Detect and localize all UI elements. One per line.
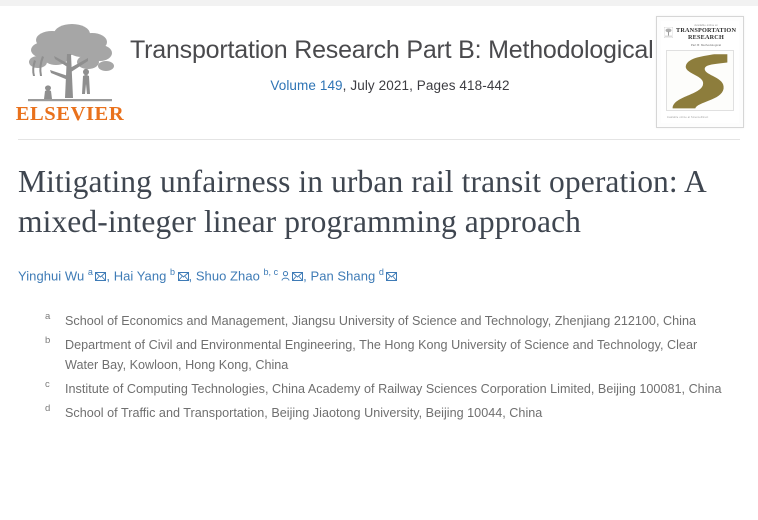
page-title: Mitigating unfairness in urban rail tran… xyxy=(18,164,706,239)
affiliation-text: School of Economics and Management, Jian… xyxy=(65,314,697,329)
author-name[interactable]: Hai Yang xyxy=(113,268,167,284)
cover-footline: Available online at ScienceDirect xyxy=(667,116,709,119)
author-affiliation-marker: b xyxy=(167,267,175,277)
person-icon[interactable] xyxy=(281,271,290,281)
cover-artwork xyxy=(666,50,734,111)
envelope-icon[interactable] xyxy=(292,272,304,282)
volume-link[interactable]: Volume 149 xyxy=(270,77,343,93)
affiliation-marker: d xyxy=(45,403,51,415)
journal-meta: Transportation Research Part B: Methodol… xyxy=(130,36,654,93)
affiliation-item: c Institute of Computing Technologies, Ch… xyxy=(45,379,740,399)
author-affiliation-marker: a xyxy=(85,267,93,277)
issue-date-pages: , July 2021, Pages 418-442 xyxy=(342,77,510,93)
author-separator: , xyxy=(106,268,114,284)
affiliation-text: Department of Civil and Environmental En… xyxy=(65,338,698,373)
journal-cover-thumbnail[interactable]: Available online at TRANSPORTATION RESEA… xyxy=(656,16,744,128)
journal-cover-inner: Available online at TRANSPORTATION RESEA… xyxy=(661,21,739,123)
elsevier-logo[interactable]: ELSEVIER xyxy=(14,16,126,128)
cover-name-line1: TRANSPORTATION xyxy=(676,27,736,35)
cover-microline-top: Available online at xyxy=(694,24,718,27)
cover-title-block: Available online at TRANSPORTATION RESEA… xyxy=(676,24,736,47)
elsevier-mark-icon xyxy=(664,27,673,38)
affiliation-list: a School of Economics and Management, Jia… xyxy=(18,311,740,423)
author-name[interactable]: Pan Shang xyxy=(310,268,376,284)
journal-header: ELSEVIER Transportation Research Part B:… xyxy=(0,6,758,130)
affiliation-text: School of Traffic and Transportation, Be… xyxy=(65,406,543,421)
envelope-icon[interactable] xyxy=(386,272,398,282)
window-top-strip xyxy=(0,0,758,6)
affiliation-marker: c xyxy=(45,379,50,391)
cover-subtitle: Part B: Methodological xyxy=(690,42,722,47)
affiliation-marker: a xyxy=(45,311,51,323)
affiliation-item: b Department of Civil and Environmental E… xyxy=(45,335,740,375)
header-divider xyxy=(18,139,740,140)
envelope-icon[interactable] xyxy=(177,272,189,282)
affiliation-marker: b xyxy=(45,335,51,347)
journal-title: Transportation Research Part B: Methodol… xyxy=(130,36,654,64)
cover-name-line2: RESEARCH xyxy=(688,34,724,42)
affiliation-item: d School of Traffic and Transportation, B… xyxy=(45,403,740,423)
author-name[interactable]: Yinghui Wu xyxy=(18,268,85,284)
author-name[interactable]: Shuo Zhao xyxy=(195,268,260,284)
author-affiliation-marker: b, c xyxy=(260,267,279,277)
author-list: Yinghui Wu a, Hai Yang b, Shuo Zhao b, c… xyxy=(18,266,740,286)
envelope-icon[interactable] xyxy=(95,272,107,282)
affiliation-text: Institute of Computing Technologies, Chi… xyxy=(65,382,722,397)
author-separator: , xyxy=(303,268,311,284)
affiliation-item: a School of Economics and Management, Jia… xyxy=(45,311,740,331)
cover-masthead: Available online at TRANSPORTATION RESEA… xyxy=(661,21,739,47)
author-affiliation-marker: d xyxy=(376,267,384,277)
svg-text:ELSEVIER: ELSEVIER xyxy=(16,103,124,125)
journal-issue-line: Volume 149, July 2021, Pages 418-442 xyxy=(130,78,650,93)
author-separator: , xyxy=(188,268,196,284)
article-header: Mitigating unfairness in urban rail tran… xyxy=(0,162,758,423)
